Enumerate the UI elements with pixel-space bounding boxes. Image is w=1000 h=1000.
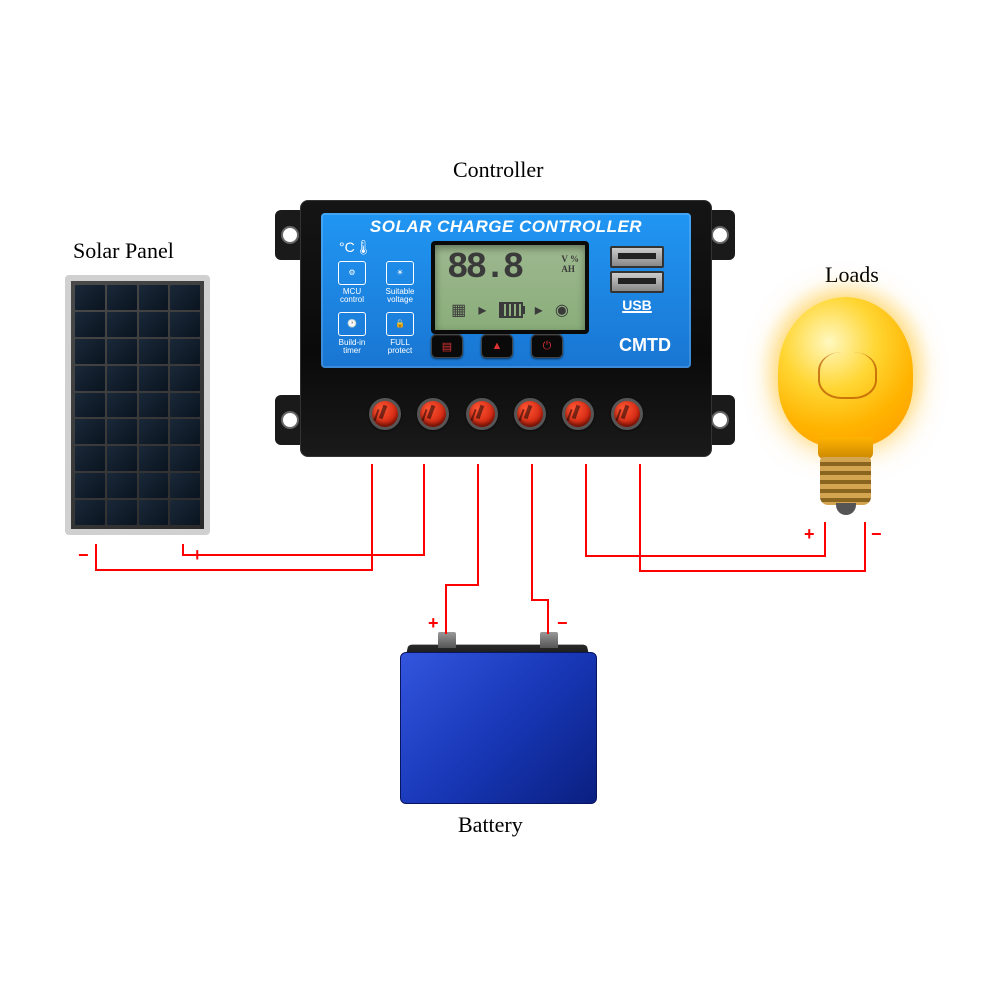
solar-cell — [107, 393, 137, 418]
polarity-pos: + — [192, 545, 203, 566]
mcu-icon: ⚙ — [338, 261, 366, 285]
solar-cell — [139, 366, 169, 391]
solar-cell — [75, 393, 105, 418]
temperature-icon: °C🌡 — [339, 239, 372, 256]
voltage-icon: ☀ — [386, 261, 414, 285]
power-button[interactable]: ⏻ — [531, 334, 563, 358]
solar-cell — [75, 500, 105, 525]
controller-face: SOLAR CHARGE CONTROLLER °C🌡 ⚙MCU control… — [321, 213, 691, 368]
solar-cell — [75, 446, 105, 471]
solar-cell — [139, 446, 169, 471]
lcd-display: 88.8 V % AH ▦ ▸ ▸ ◉ — [431, 241, 589, 334]
solar-cell — [75, 473, 105, 498]
solar-cell — [170, 312, 200, 337]
light-bulb — [778, 297, 913, 522]
solar-cell — [139, 393, 169, 418]
solar-cell — [107, 446, 137, 471]
solar-cell — [170, 285, 200, 310]
lcd-panel-icon: ▦ — [451, 300, 466, 320]
usb-ports: USB — [597, 243, 677, 313]
solar-panel — [65, 275, 210, 535]
timer-icon: 🕐 — [338, 312, 366, 336]
usb-port-1[interactable] — [610, 246, 664, 268]
battery — [400, 630, 595, 805]
polarity-pos: + — [804, 524, 815, 545]
protect-icon: 🔒 — [386, 312, 414, 336]
solar-cell — [75, 285, 105, 310]
solar-cell — [170, 446, 200, 471]
wire-bat-pos — [446, 464, 478, 634]
solar-cell — [75, 419, 105, 444]
solar-cell — [139, 419, 169, 444]
wire-solar-pos — [183, 464, 424, 555]
battery-terminal-pos[interactable] — [438, 632, 456, 648]
battery-label: Battery — [458, 812, 523, 838]
solar-cell — [139, 339, 169, 364]
solar-cell — [139, 473, 169, 498]
lcd-bulb-icon: ◉ — [555, 300, 569, 320]
terminal-load-pos[interactable] — [562, 398, 594, 430]
terminal-bat-pos[interactable] — [466, 398, 498, 430]
polarity-pos: + — [428, 613, 439, 634]
up-button[interactable]: ▲ — [481, 334, 513, 358]
feature-icons: °C🌡 ⚙MCU control ☀Suitable voltage 🕐Buil… — [331, 241, 421, 351]
solar-cell — [139, 500, 169, 525]
brand-label: CMTD — [619, 335, 671, 356]
solar-cell — [170, 500, 200, 525]
solar-cell — [107, 500, 137, 525]
terminal-solar-neg[interactable] — [369, 398, 401, 430]
controller-body: SOLAR CHARGE CONTROLLER °C🌡 ⚙MCU control… — [300, 200, 712, 457]
solar-cell — [107, 419, 137, 444]
usb-label: USB — [597, 297, 677, 313]
menu-button[interactable]: ▤ — [431, 334, 463, 358]
solar-cell — [107, 473, 137, 498]
charge-controller: SOLAR CHARGE CONTROLLER °C🌡 ⚙MCU control… — [275, 190, 735, 465]
solar-cell — [107, 285, 137, 310]
solar-cell — [170, 339, 200, 364]
solar-cell — [107, 366, 137, 391]
controller-label: Controller — [453, 157, 543, 183]
battery-terminal-neg[interactable] — [540, 632, 558, 648]
terminal-bat-neg[interactable] — [514, 398, 546, 430]
lcd-arrow-icon: ▸ — [535, 300, 543, 320]
solar-panel-label: Solar Panel — [73, 238, 174, 264]
terminal-solar-pos[interactable] — [417, 398, 449, 430]
solar-cell — [139, 312, 169, 337]
solar-cell — [75, 366, 105, 391]
lcd-battery-icon — [499, 302, 523, 318]
solar-cell — [170, 473, 200, 498]
solar-cell — [75, 312, 105, 337]
controller-header: SOLAR CHARGE CONTROLLER — [321, 217, 691, 237]
solar-cell — [170, 366, 200, 391]
polarity-neg: − — [557, 613, 568, 634]
polarity-neg: − — [871, 524, 882, 545]
lcd-unit-ah: AH — [561, 265, 579, 275]
solar-cell — [170, 393, 200, 418]
solar-cell — [170, 419, 200, 444]
solar-cell — [107, 339, 137, 364]
solar-cell — [107, 312, 137, 337]
lcd-reading: 88.8 — [447, 247, 521, 288]
terminal-load-neg[interactable] — [611, 398, 643, 430]
usb-port-2[interactable] — [610, 271, 664, 293]
solar-cell — [75, 339, 105, 364]
wire-bat-neg — [532, 464, 548, 634]
lcd-arrow-icon: ▸ — [478, 300, 486, 320]
polarity-neg: − — [78, 545, 89, 566]
terminal-strip — [361, 398, 651, 438]
solar-cell — [139, 285, 169, 310]
